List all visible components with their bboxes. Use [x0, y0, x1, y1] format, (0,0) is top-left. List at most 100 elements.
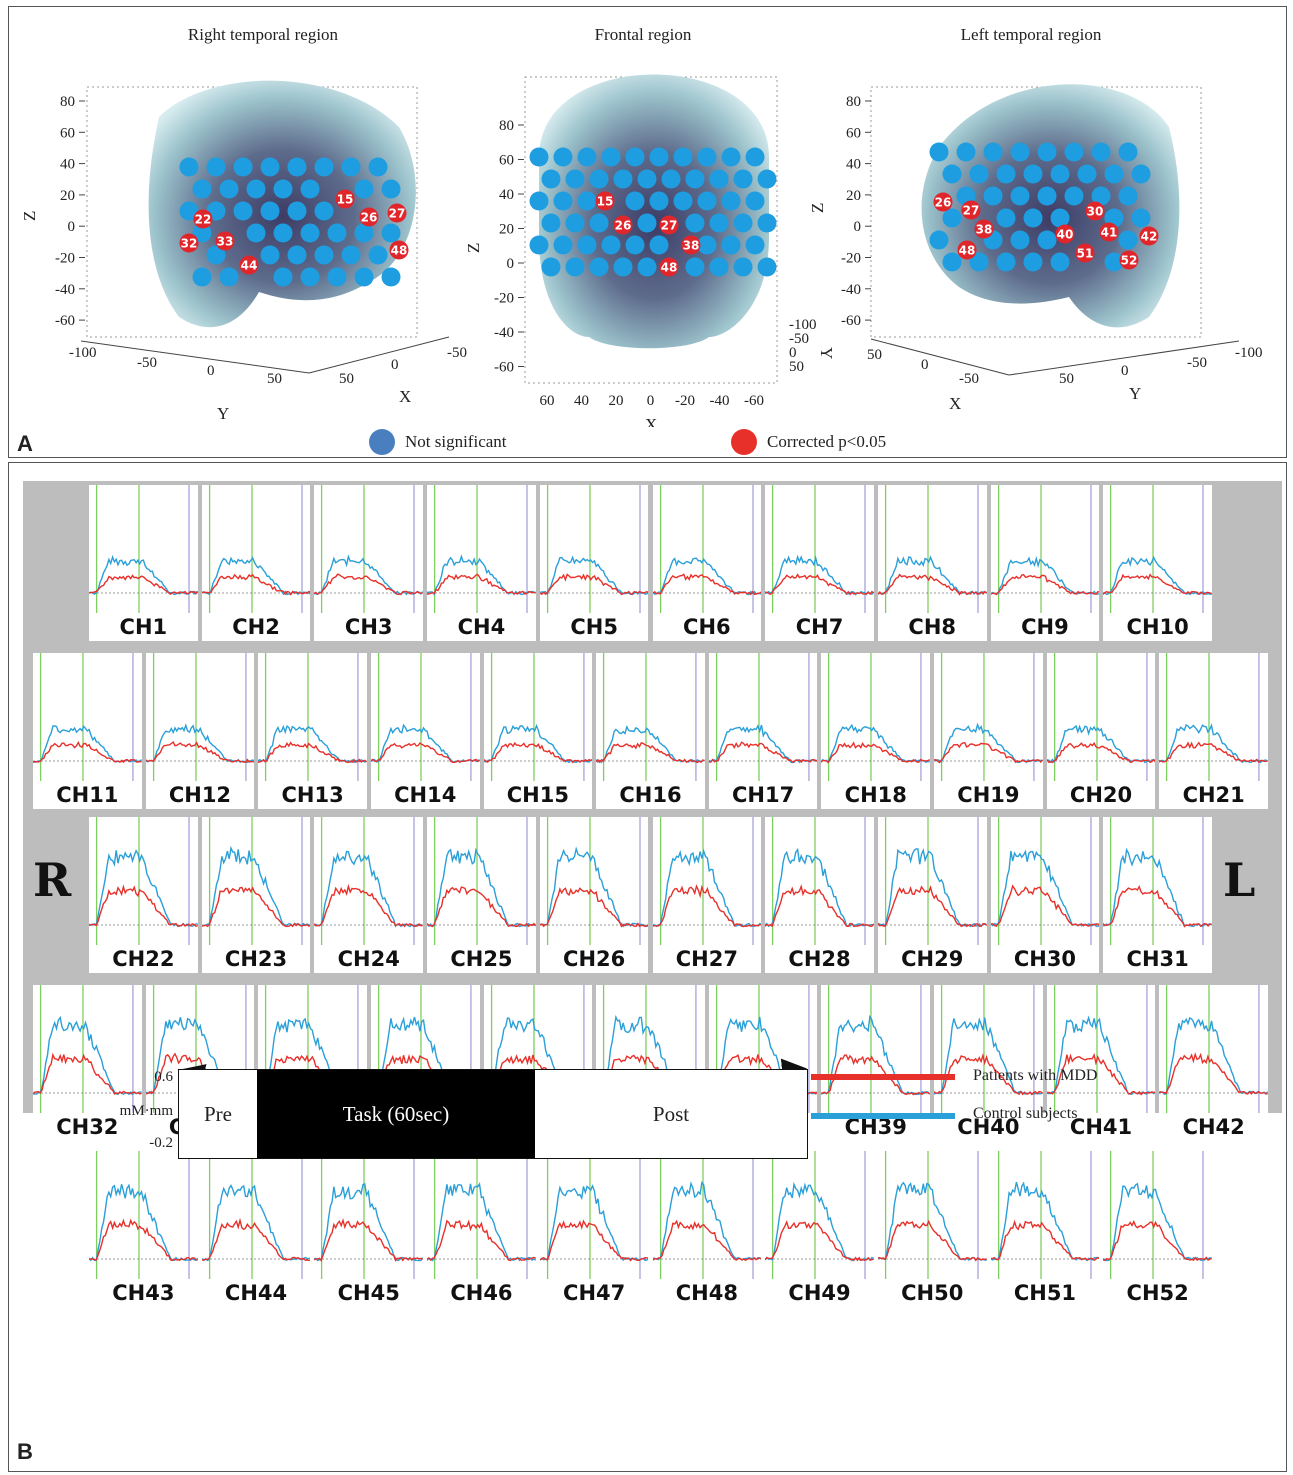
x-tick-label: 60	[540, 393, 555, 409]
significant-channel-label: 27	[389, 207, 406, 221]
channel-label: CH45	[337, 1281, 400, 1305]
channel-trace	[1103, 485, 1212, 613]
channel-label: CH50	[901, 1281, 964, 1305]
channel-marker	[179, 201, 199, 221]
channel-marker	[577, 235, 597, 255]
channel-trace	[877, 485, 987, 613]
z-tick-label: 20	[846, 188, 861, 204]
channel-marker	[341, 157, 361, 177]
channel-marker	[368, 157, 388, 177]
control-trace	[765, 1181, 874, 1262]
y-tick-label: 50	[267, 371, 282, 387]
control-trace	[877, 555, 987, 596]
significant-channel-label: 26	[935, 196, 952, 210]
significant-channel-label: 33	[217, 235, 234, 249]
channel-marker	[1050, 164, 1070, 184]
channel-marker	[381, 267, 401, 287]
y-tick-label: 50	[789, 359, 804, 375]
patient-trace	[1159, 741, 1268, 764]
z-tick-label: 0	[507, 256, 515, 272]
channel-label: CH25	[450, 947, 513, 971]
control-trace	[1159, 723, 1268, 764]
channel-label: CH6	[683, 615, 731, 639]
significant-channel-marker	[335, 189, 355, 209]
x-tick-label: 0	[391, 357, 399, 373]
channel-marker	[273, 223, 293, 243]
channel-marker	[721, 235, 741, 255]
channel-marker	[565, 213, 585, 233]
channel-cell-ch30: CH30	[990, 817, 1100, 973]
significant-channel-marker	[957, 240, 977, 260]
channel-marker	[1104, 252, 1124, 272]
channel-marker	[983, 186, 1003, 206]
channel-trace	[483, 653, 593, 781]
channel-marker	[745, 235, 765, 255]
channel-label: CH8	[908, 615, 957, 639]
channel-marker	[673, 147, 693, 167]
control-trace	[427, 847, 536, 928]
patient-trace	[990, 884, 1100, 928]
channel-cell-ch42: CH42	[1159, 985, 1268, 1141]
patient-trace	[1046, 741, 1156, 764]
legend-not-significant: Not significant	[369, 429, 507, 455]
channel-marker	[601, 147, 621, 167]
control-trace	[765, 554, 874, 596]
significant-channel-label: 32	[181, 237, 198, 251]
channel-cell-ch11: CH11	[33, 653, 142, 809]
channel-trace	[765, 817, 874, 945]
channel-trace	[990, 485, 1100, 613]
patient-trace	[427, 573, 536, 595]
patient-trace	[1103, 573, 1212, 596]
channel-label: CH19	[957, 783, 1020, 807]
channel-marker	[1037, 186, 1057, 206]
significant-channel-marker	[974, 219, 994, 239]
channel-trace	[652, 1151, 762, 1279]
legend-significant-text: Corrected p<0.05	[767, 432, 887, 451]
channel-label: CH28	[788, 947, 851, 971]
channel-trace	[1159, 653, 1268, 781]
channel-cell-ch15: CH15	[483, 653, 593, 809]
channel-marker	[697, 191, 717, 211]
channel-cell-ch14: CH14	[370, 653, 480, 809]
control-trace	[314, 1182, 424, 1262]
channel-trace	[33, 653, 142, 781]
channel-marker	[381, 223, 401, 243]
brain-surface	[921, 84, 1180, 328]
channel-grid: CH1 CH2 CH3 CH4 CH5 CH6 CH7 CH8 CH9 CH10 CH11 CH12 C…	[23, 481, 1282, 1307]
channel-cell-ch19: CH19	[934, 653, 1043, 809]
channel-marker	[969, 252, 989, 272]
channel-marker	[529, 235, 549, 255]
channel-marker	[219, 267, 239, 287]
significant-channel-label: 40	[1057, 228, 1074, 242]
channel-label: CH7	[795, 615, 844, 639]
channel-marker	[577, 191, 597, 211]
channel-cell-ch48: CH48	[652, 1151, 762, 1307]
channel-marker	[314, 245, 334, 265]
y-tick-label: -100	[1235, 345, 1263, 361]
channel-marker	[260, 245, 280, 265]
channel-trace	[201, 485, 311, 613]
channel-cell-ch3: CH3	[314, 485, 424, 641]
patient-trace	[877, 1219, 987, 1262]
x-tick-label: -60	[744, 393, 764, 409]
channel-marker	[929, 142, 949, 162]
control-trace	[1159, 1016, 1268, 1096]
channel-cell-ch9: CH9	[990, 485, 1100, 641]
channel-marker	[589, 213, 609, 233]
channel-trace	[652, 485, 762, 613]
channel-marker	[529, 191, 549, 211]
z-tick-label: 80	[499, 118, 514, 134]
control-trace	[1046, 724, 1156, 764]
z-tick-label: 60	[499, 153, 514, 169]
channel-marker	[996, 252, 1016, 272]
channel-label: CH49	[788, 1281, 851, 1305]
patient-trace	[934, 1052, 1043, 1096]
patient-trace	[33, 740, 142, 764]
patient-trace	[539, 573, 649, 596]
channel-marker	[1037, 230, 1057, 250]
channel-cell-ch32: CH32	[33, 985, 142, 1141]
z-tick-label: 0	[854, 219, 862, 235]
channel-marker	[260, 157, 280, 177]
z-tick-label: -60	[55, 313, 75, 329]
